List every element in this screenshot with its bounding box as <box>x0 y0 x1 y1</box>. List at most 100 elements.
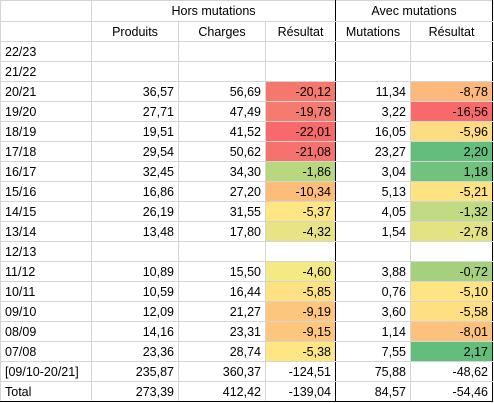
cell-resultat-hors[interactable]: -10,34 <box>265 181 336 202</box>
cell-resultat-avec[interactable]: -5,58 <box>410 301 493 322</box>
cell-charges[interactable] <box>178 41 266 62</box>
cell-resultat-avec[interactable]: -8,01 <box>410 321 493 342</box>
row-label[interactable]: 13/14 <box>0 221 92 242</box>
cell-mutations[interactable] <box>335 41 411 62</box>
cell-resultat-avec[interactable] <box>410 41 493 62</box>
cell-resultat-avec[interactable]: -8,78 <box>410 81 493 102</box>
cell-resultat-hors[interactable] <box>265 241 336 262</box>
cell-mutations[interactable]: 0,76 <box>335 281 411 302</box>
header-label-cell[interactable] <box>0 21 92 42</box>
row-label[interactable]: 09/10 <box>0 301 92 322</box>
cell-produits[interactable] <box>91 41 179 62</box>
cell-produits[interactable]: 26,19 <box>91 201 179 222</box>
cell-resultat-hors[interactable]: -20,12 <box>265 81 336 102</box>
cell-charges[interactable]: 50,62 <box>178 141 266 162</box>
row-label[interactable]: Total <box>0 381 92 402</box>
cell-charges[interactable]: 34,30 <box>178 161 266 182</box>
cell-resultat-hors[interactable]: -124,51 <box>265 361 336 382</box>
cell-produits[interactable]: 13,48 <box>91 221 179 242</box>
row-label[interactable]: 18/19 <box>0 121 92 142</box>
cell-resultat-hors[interactable]: -9,15 <box>265 321 336 342</box>
cell-mutations[interactable]: 5,13 <box>335 181 411 202</box>
row-label[interactable]: [09/10-20/21] <box>0 361 92 382</box>
cell-charges[interactable]: 27,20 <box>178 181 266 202</box>
header-produits[interactable]: Produits <box>91 21 179 42</box>
cell-resultat-avec[interactable]: -48,62 <box>410 361 493 382</box>
cell-mutations[interactable]: 3,88 <box>335 261 411 282</box>
cell-produits[interactable]: 10,89 <box>91 261 179 282</box>
cell-charges[interactable]: 17,80 <box>178 221 266 242</box>
row-label[interactable]: 16/17 <box>0 161 92 182</box>
cell-produits[interactable]: 36,57 <box>91 81 179 102</box>
cell-resultat-hors[interactable]: -5,85 <box>265 281 336 302</box>
cell-produits[interactable]: 16,86 <box>91 181 179 202</box>
cell-produits[interactable] <box>91 61 179 82</box>
header-charges[interactable]: Charges <box>178 21 266 42</box>
cell-resultat-avec[interactable]: 2,17 <box>410 341 493 362</box>
cell-resultat-hors[interactable]: -139,04 <box>265 381 336 402</box>
group-avec-mutations[interactable]: Avec mutations <box>335 0 493 22</box>
cell-produits[interactable]: 10,59 <box>91 281 179 302</box>
cell-resultat-avec[interactable]: -5,96 <box>410 121 493 142</box>
row-label[interactable]: 22/23 <box>0 41 92 62</box>
cell-resultat-hors[interactable]: -19,78 <box>265 101 336 122</box>
cell-resultat-avec[interactable]: -2,78 <box>410 221 493 242</box>
cell-produits[interactable]: 273,39 <box>91 381 179 402</box>
row-label[interactable]: 11/12 <box>0 261 92 282</box>
cell-resultat-hors[interactable]: -4,60 <box>265 261 336 282</box>
cell-resultat-avec[interactable]: -16,56 <box>410 101 493 122</box>
cell-resultat-hors[interactable]: -4,32 <box>265 221 336 242</box>
cell-mutations[interactable]: 3,22 <box>335 101 411 122</box>
cell-produits[interactable]: 14,16 <box>91 321 179 342</box>
cell-resultat-hors[interactable]: -21,08 <box>265 141 336 162</box>
cell-resultat-avec[interactable]: 2,20 <box>410 141 493 162</box>
cell-charges[interactable]: 21,27 <box>178 301 266 322</box>
cell-produits[interactable]: 27,71 <box>91 101 179 122</box>
cell-resultat-avec[interactable] <box>410 241 493 262</box>
row-label[interactable]: 08/09 <box>0 321 92 342</box>
cell-produits[interactable]: 32,45 <box>91 161 179 182</box>
cell-charges[interactable]: 412,42 <box>178 381 266 402</box>
cell-resultat-hors[interactable]: -22,01 <box>265 121 336 142</box>
cell-resultat-avec[interactable]: -54,46 <box>410 381 493 402</box>
cell-mutations[interactable]: 1,14 <box>335 321 411 342</box>
row-label[interactable]: 10/11 <box>0 281 92 302</box>
cell-resultat-hors[interactable] <box>265 41 336 62</box>
cell-charges[interactable]: 41,52 <box>178 121 266 142</box>
cell-produits[interactable] <box>91 241 179 262</box>
cell-resultat-avec[interactable]: -0,72 <box>410 261 493 282</box>
cell-mutations[interactable]: 3,60 <box>335 301 411 322</box>
cell-charges[interactable]: 31,55 <box>178 201 266 222</box>
row-label[interactable]: 15/16 <box>0 181 92 202</box>
corner-cell[interactable] <box>0 0 92 22</box>
header-resultat-hors[interactable]: Résultat <box>265 21 336 42</box>
cell-resultat-avec[interactable]: -1,32 <box>410 201 493 222</box>
cell-resultat-hors[interactable]: -1,86 <box>265 161 336 182</box>
cell-produits[interactable]: 23,36 <box>91 341 179 362</box>
row-label[interactable]: 20/21 <box>0 81 92 102</box>
cell-resultat-avec[interactable]: -5,21 <box>410 181 493 202</box>
cell-produits[interactable]: 29,54 <box>91 141 179 162</box>
cell-mutations[interactable] <box>335 61 411 82</box>
cell-resultat-hors[interactable] <box>265 61 336 82</box>
cell-produits[interactable]: 12,09 <box>91 301 179 322</box>
cell-charges[interactable]: 23,31 <box>178 321 266 342</box>
cell-charges[interactable]: 56,69 <box>178 81 266 102</box>
row-label[interactable]: 17/18 <box>0 141 92 162</box>
header-mutations[interactable]: Mutations <box>335 21 411 42</box>
cell-charges[interactable] <box>178 61 266 82</box>
cell-mutations[interactable]: 3,04 <box>335 161 411 182</box>
cell-mutations[interactable]: 23,27 <box>335 141 411 162</box>
cell-charges[interactable]: 15,50 <box>178 261 266 282</box>
cell-resultat-avec[interactable] <box>410 61 493 82</box>
cell-resultat-hors[interactable]: -9,19 <box>265 301 336 322</box>
cell-resultat-hors[interactable]: -5,38 <box>265 341 336 362</box>
cell-mutations[interactable]: 7,55 <box>335 341 411 362</box>
row-label[interactable]: 12/13 <box>0 241 92 262</box>
cell-mutations[interactable]: 75,88 <box>335 361 411 382</box>
cell-produits[interactable]: 235,87 <box>91 361 179 382</box>
cell-charges[interactable]: 47,49 <box>178 101 266 122</box>
header-resultat-avec[interactable]: Résultat <box>410 21 493 42</box>
cell-mutations[interactable]: 84,57 <box>335 381 411 402</box>
cell-charges[interactable]: 28,74 <box>178 341 266 362</box>
